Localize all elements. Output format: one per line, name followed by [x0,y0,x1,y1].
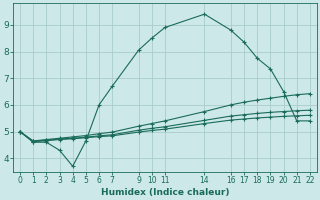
X-axis label: Humidex (Indice chaleur): Humidex (Indice chaleur) [101,188,229,197]
